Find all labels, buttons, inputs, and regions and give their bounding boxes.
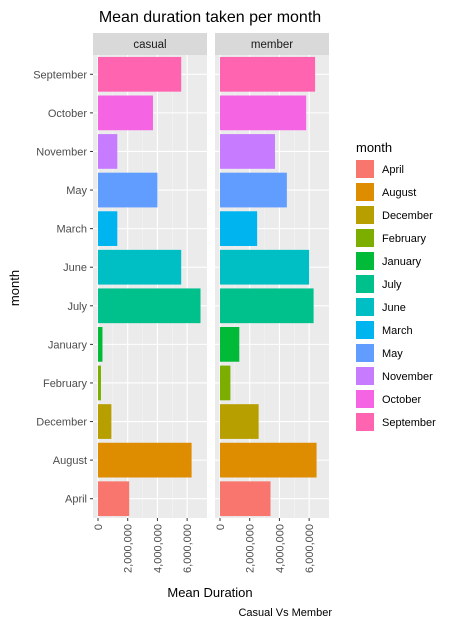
bar-member-july	[220, 288, 314, 324]
bar-member-march	[220, 211, 258, 246]
y-axis-title: month	[7, 270, 22, 306]
legend-label-april: April	[382, 164, 404, 176]
bar-casual-october	[98, 95, 153, 131]
y-tick-label-may: May	[66, 185, 87, 197]
bar-member-april	[220, 481, 271, 517]
bar-member-december	[220, 404, 259, 439]
legend-title: month	[356, 140, 392, 155]
x-tick-label: 4,000,000	[274, 524, 286, 573]
legend-key-december	[356, 206, 374, 224]
bar-casual-december	[98, 404, 112, 439]
x-tick-label: 2,000,000	[245, 524, 257, 573]
facet-label-member: member	[251, 39, 293, 51]
legend-key-august	[356, 183, 374, 201]
legend-label-november: November	[382, 371, 433, 383]
x-tick-label: 4,000,000	[152, 524, 164, 573]
bar-member-june	[220, 249, 310, 285]
y-tick-label-august: August	[53, 455, 87, 467]
legend-label-february: February	[382, 233, 427, 245]
y-tick-label-october: October	[48, 108, 87, 120]
bar-casual-august	[98, 442, 192, 478]
bar-casual-september	[98, 56, 182, 92]
x-tick-label: 2,000,000	[123, 524, 135, 573]
legend-label-january: January	[382, 256, 422, 268]
legend-label-march: March	[382, 325, 413, 337]
y-tick-label-november: November	[36, 146, 87, 158]
bar-casual-july	[98, 288, 201, 324]
y-tick-label-april: April	[65, 494, 87, 506]
bar-casual-january	[98, 327, 103, 362]
legend-key-july	[356, 275, 374, 293]
y-tick-label-september: September	[33, 69, 87, 81]
panel-background-casual	[93, 55, 207, 518]
legend-key-march	[356, 321, 374, 339]
facet-label-casual: casual	[133, 39, 166, 51]
x-tick-label: 6,000,000	[182, 524, 194, 573]
legend-key-november	[356, 367, 374, 385]
bar-member-september	[220, 56, 316, 92]
panel-background-member	[215, 55, 329, 518]
legend-key-april	[356, 160, 374, 178]
bar-casual-february	[98, 365, 101, 401]
legend-key-february	[356, 229, 374, 247]
y-tick-label-june: June	[63, 262, 87, 274]
legend-label-july: July	[382, 279, 402, 291]
bar-casual-november	[98, 134, 118, 169]
legend-key-june	[356, 298, 374, 316]
y-tick-label-july: July	[67, 301, 87, 313]
y-tick-label-march: March	[56, 224, 87, 236]
x-tick-label: 0	[215, 524, 227, 530]
x-tick-label: 0	[93, 524, 105, 530]
y-tick-label-december: December	[36, 417, 87, 429]
legend-label-may: May	[382, 348, 403, 360]
bar-casual-march	[98, 211, 118, 246]
bar-member-february	[220, 365, 231, 401]
chart-caption: Casual Vs Member	[238, 607, 332, 619]
bar-member-august	[220, 442, 317, 478]
facet-strip-member	[215, 33, 329, 55]
legend-key-october	[356, 390, 374, 408]
bar-member-november	[220, 134, 275, 169]
legend-label-august: August	[382, 187, 416, 199]
legend-key-september	[356, 413, 374, 431]
facet-strip-casual	[93, 33, 207, 55]
bar-member-may	[220, 172, 287, 208]
bar-casual-april	[98, 481, 130, 517]
bar-member-january	[220, 327, 240, 362]
bar-member-october	[220, 95, 307, 131]
legend-label-october: October	[382, 394, 421, 406]
y-tick-label-february: February	[43, 378, 88, 390]
legend-label-june: June	[382, 302, 406, 314]
x-axis-title: Mean Duration	[167, 585, 252, 600]
legend-label-december: December	[382, 210, 433, 222]
legend-key-january	[356, 252, 374, 270]
legend-key-may	[356, 344, 374, 362]
bar-casual-june	[98, 249, 182, 285]
legend-label-september: September	[382, 417, 436, 429]
bar-casual-may	[98, 172, 158, 208]
x-tick-label: 6,000,000	[304, 524, 316, 573]
chart-title: Mean duration taken per month	[99, 9, 321, 26]
y-tick-label-january: January	[48, 339, 88, 351]
